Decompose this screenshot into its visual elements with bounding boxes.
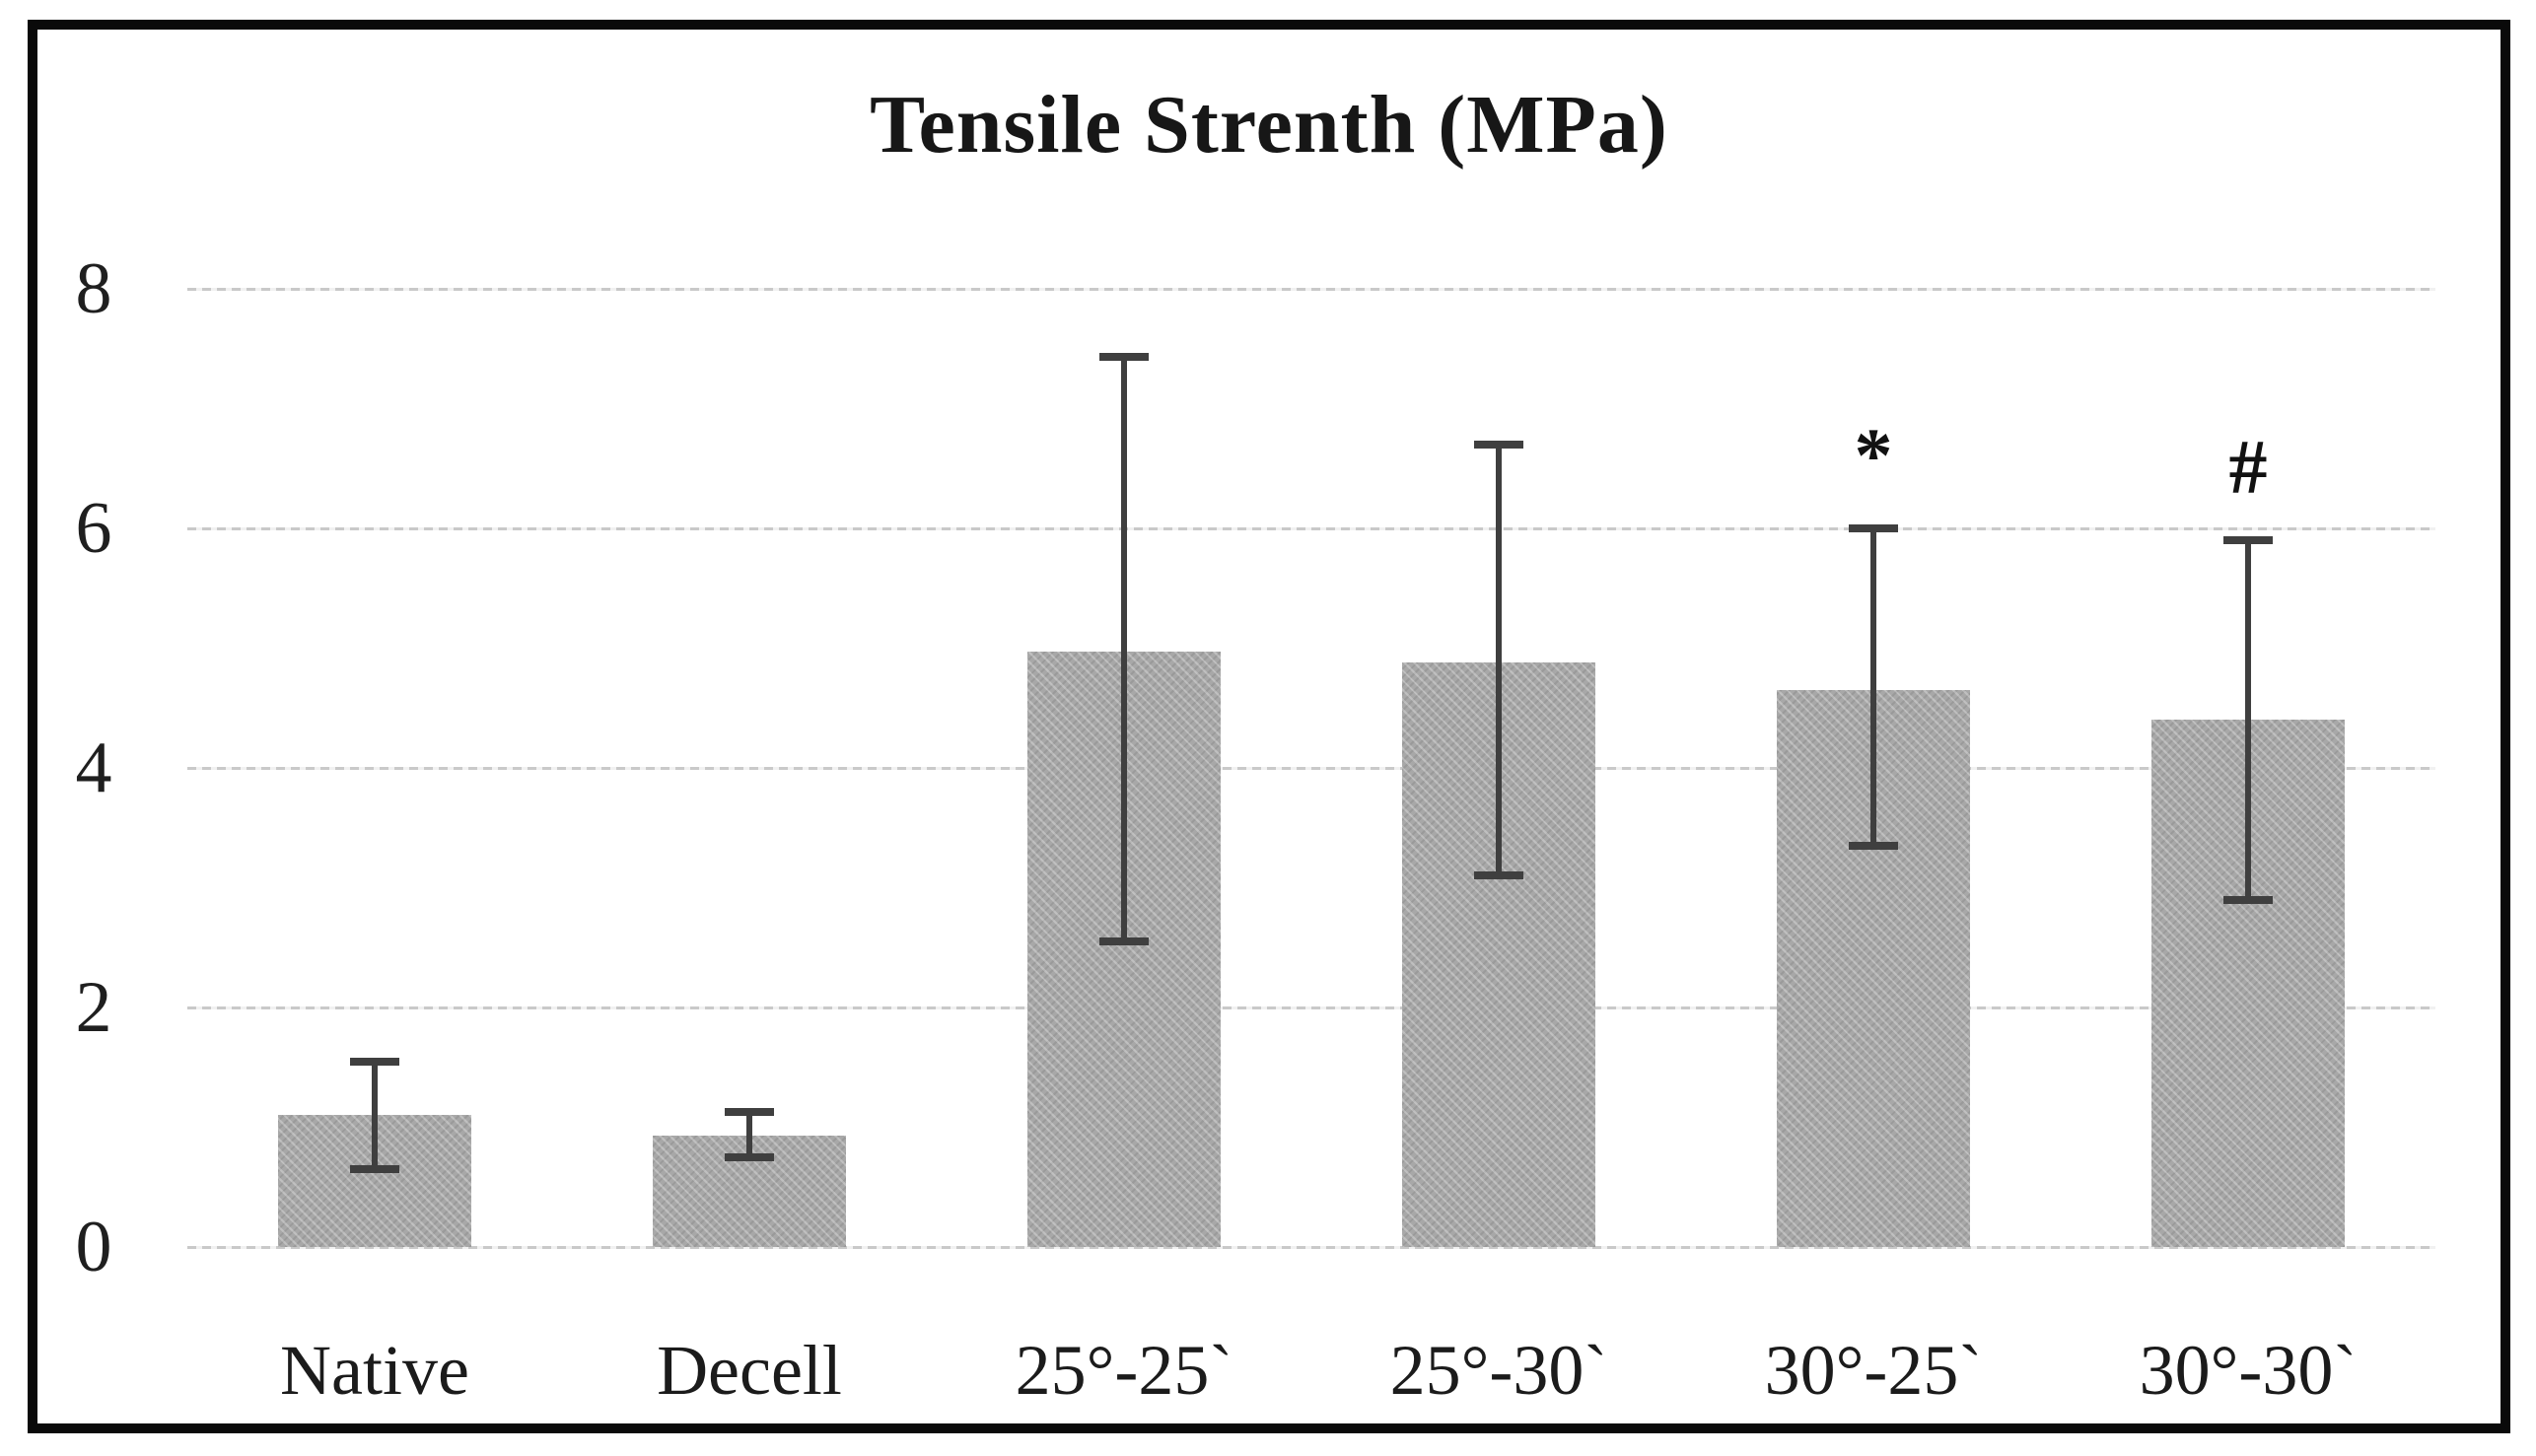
x-tick-label: 30°-25`: [1764, 1331, 1983, 1410]
x-tick-label: Native: [280, 1331, 469, 1410]
error-bar-bottom-cap: [725, 1152, 774, 1161]
error-bar-top-cap: [350, 1057, 399, 1066]
error-bar: [2245, 540, 2251, 900]
error-bar-top-cap: [1474, 440, 1523, 449]
error-bar-top-cap: [2223, 536, 2273, 545]
gridline: [187, 288, 2435, 291]
error-bar-top-cap: [1099, 353, 1149, 362]
x-tick-label: 25°-25`: [1015, 1331, 1233, 1410]
error-bar-bottom-cap: [1849, 841, 1898, 850]
gridline: [187, 1246, 2435, 1249]
gridline: [187, 1006, 2435, 1009]
bar: [1777, 690, 1970, 1247]
x-tick-label: 30°-30`: [2139, 1331, 2358, 1410]
error-bar-top-cap: [725, 1107, 774, 1116]
error-bar-bottom-cap: [2223, 895, 2273, 904]
error-bar: [372, 1061, 378, 1170]
error-bar: [1121, 357, 1127, 942]
x-tick-label: Decell: [657, 1331, 842, 1410]
error-bar: [1870, 528, 1876, 846]
gridline: [187, 767, 2435, 770]
y-tick-label: 6: [75, 488, 112, 569]
error-bar-top-cap: [1849, 524, 1898, 532]
x-tick-label: 25°-30`: [1389, 1331, 1608, 1410]
y-tick-label: 8: [75, 248, 112, 329]
error-bar-bottom-cap: [350, 1165, 399, 1174]
y-tick-label: 0: [75, 1207, 112, 1287]
y-tick-label: 2: [75, 967, 112, 1048]
bar: [278, 1115, 471, 1247]
chart-title: Tensile Strenth (MPa): [870, 79, 1668, 171]
error-bar: [1496, 444, 1502, 876]
error-bar-bottom-cap: [1099, 937, 1149, 946]
y-tick-label: 4: [75, 728, 112, 808]
error-bar: [746, 1111, 752, 1157]
significance-marker: #: [2228, 424, 2268, 511]
gridline: [187, 527, 2435, 530]
error-bar-bottom-cap: [1474, 871, 1523, 880]
significance-marker: *: [1854, 412, 1893, 498]
